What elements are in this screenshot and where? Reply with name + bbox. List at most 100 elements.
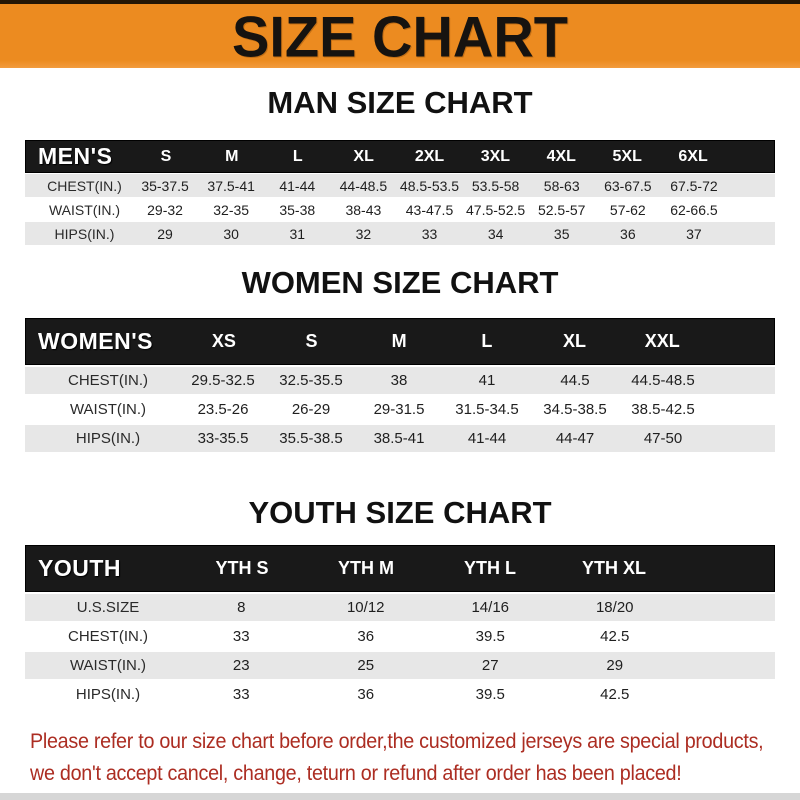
measurement-cell: 38.5-42.5: [631, 401, 695, 418]
size-column-header: XL: [563, 331, 587, 351]
size-column-header: XL: [353, 147, 374, 165]
measurement-cell: 33: [421, 225, 438, 242]
measurement-cell: 38-43: [345, 201, 382, 218]
size-column-header: 3XL: [480, 147, 511, 165]
table-row: CHEST(IN.) 29.5-32.5 32.5-35.5 38 41 44.5 44.5…: [25, 367, 775, 394]
measurement-cell: 32.5-35.5: [279, 372, 343, 389]
measurement-cell: 29: [157, 225, 173, 242]
measurement-cell: 8: [237, 599, 246, 616]
measurement-cell: 52.5-57: [537, 201, 586, 218]
measurement-cell: 18/20: [595, 599, 634, 616]
measurement-cell: 36: [357, 686, 375, 703]
table-row: HIPS(IN.) 33 36 39.5 42.5: [25, 681, 775, 708]
size-column-header: XXL: [644, 331, 680, 351]
measurement-cell: 37: [686, 225, 702, 242]
size-section: YOUTH SIZE CHART YOUTH YTH S YTH M YTH L YTH …: [0, 494, 800, 708]
size-column-header: 6XL: [678, 147, 708, 165]
measurement-cell: 31.5-34.5: [455, 401, 519, 418]
size-column-header: 2XL: [414, 147, 445, 165]
row-label: WAIST(IN.): [48, 201, 121, 218]
table-row: WAIST(IN.) 23 25 27 29: [25, 652, 775, 679]
table-header-label: MEN'S: [38, 143, 113, 169]
measurement-cell: 10/12: [346, 599, 385, 616]
measurement-cell: 38: [390, 372, 408, 389]
row-label: CHEST(IN.): [68, 372, 148, 389]
measurement-cell: 44.5: [560, 372, 590, 389]
measurement-cell: 47-50: [643, 430, 683, 447]
measurement-cell: 35: [553, 225, 570, 242]
row-label: HIPS(IN.): [75, 686, 141, 703]
size-column-header: 5XL: [612, 147, 642, 165]
notice-line-2: we don't accept cancel, change, teturn o…: [30, 762, 682, 785]
measurement-cell: 33: [232, 686, 250, 703]
section-title: YOUTH SIZE CHART: [248, 495, 552, 530]
table-row: WAIST(IN.) 29-32 32-35 35-38 38-43 43-47.5 47.…: [25, 198, 775, 221]
size-column-header: S: [160, 147, 172, 165]
table-row: U.S.SIZE 8 10/12 14/16 18/20: [25, 594, 775, 621]
table-header-row: MEN'S S M L XL 2XL 3XL 4XL 5XL 6XL: [25, 140, 775, 173]
measurement-cell: 29-32: [147, 201, 183, 218]
section-title: WOMEN SIZE CHART: [241, 265, 559, 300]
measurement-cell: 63-67.5: [604, 177, 652, 194]
size-column-header: L: [292, 147, 303, 165]
measurement-cell: 42.5: [600, 628, 630, 645]
page-title: SIZE CHART: [232, 3, 568, 69]
size-column-header: S: [305, 331, 318, 351]
measurement-cell: 23.5-26: [197, 401, 249, 418]
section-title: MAN SIZE CHART: [267, 85, 533, 120]
table-row: CHEST(IN.) 33 36 39.5 42.5: [25, 623, 775, 650]
row-label: HIPS(IN.): [75, 430, 141, 447]
measurement-cell: 57-62: [609, 201, 646, 218]
measurement-cell: 48.5-53.5: [399, 177, 460, 194]
measurement-cell: 58-63: [543, 177, 580, 194]
table-header-row: YOUTH YTH S YTH M YTH L YTH XL: [25, 545, 775, 592]
size-column-header: YTH XL: [581, 558, 646, 578]
row-label: WAIST(IN.): [69, 401, 147, 418]
measurement-cell: 23: [232, 657, 250, 674]
row-label: CHEST(IN.): [47, 177, 122, 194]
measurement-cell: 25: [357, 657, 375, 674]
measurement-cell: 39.5: [475, 628, 505, 645]
measurement-cell: 41-44: [279, 177, 316, 194]
measurement-cell: 29.5-32.5: [191, 372, 255, 389]
measurement-cell: 41: [478, 372, 496, 389]
measurement-cell: 31: [289, 225, 306, 242]
measurement-cell: 62-66.5: [670, 201, 718, 218]
measurement-cell: 47.5-52.5: [466, 201, 526, 218]
footer-notice: Please refer to our size chart before or…: [30, 726, 790, 790]
measurement-cell: 33: [232, 628, 250, 645]
measurement-cell: 27: [481, 657, 499, 674]
notice-line-1: Please refer to our size chart before or…: [30, 730, 764, 753]
measurement-cell: 29: [606, 657, 624, 674]
table-header-label: WOMEN'S: [38, 328, 154, 354]
measurement-cell: 14/16: [471, 599, 510, 616]
table-row: HIPS(IN.) 33-35.5 35.5-38.5 38.5-41 41-44 44-…: [25, 425, 775, 452]
measurement-cell: 41-44: [467, 430, 507, 447]
banner: SIZE CHART: [0, 4, 800, 68]
table-row: WAIST(IN.) 23.5-26 26-29 29-31.5 31.5-34.5 34…: [25, 396, 775, 423]
table-row: HIPS(IN.) 29 30 31 32 33 34 35 36 37: [25, 222, 775, 245]
measurement-cell: 53.5-58: [471, 177, 520, 194]
table-header-label: YOUTH: [38, 555, 121, 581]
measurement-cell: 42.5: [600, 686, 630, 703]
measurement-cell: 44-47: [555, 430, 595, 447]
table-header-row: WOMEN'S XS S M L XL XXL: [25, 318, 775, 365]
size-column-header: YTH L: [464, 558, 516, 578]
size-column-header: M: [225, 147, 239, 165]
measurement-cell: 36: [620, 225, 636, 242]
measurement-cell: 30: [223, 225, 239, 242]
measurement-cell: 44-48.5: [339, 177, 388, 194]
measurement-cell: 34: [487, 225, 504, 242]
measurement-cell: 35-38: [279, 201, 316, 218]
measurement-cell: 32: [355, 225, 372, 242]
size-column-header: M: [391, 331, 407, 351]
measurement-cell: 34.5-38.5: [543, 401, 607, 418]
size-column-header: YTH S: [215, 558, 269, 578]
row-label: U.S.SIZE: [76, 599, 140, 616]
measurement-cell: 33-35.5: [197, 430, 249, 447]
size-column-header: XS: [211, 331, 236, 351]
table-row: CHEST(IN.) 35-37.5 37.5-41 41-44 44-48.5 48.5…: [25, 174, 775, 197]
measurement-cell: 26-29: [291, 401, 331, 418]
measurement-cell: 39.5: [475, 686, 505, 703]
top-border: [0, 0, 800, 4]
